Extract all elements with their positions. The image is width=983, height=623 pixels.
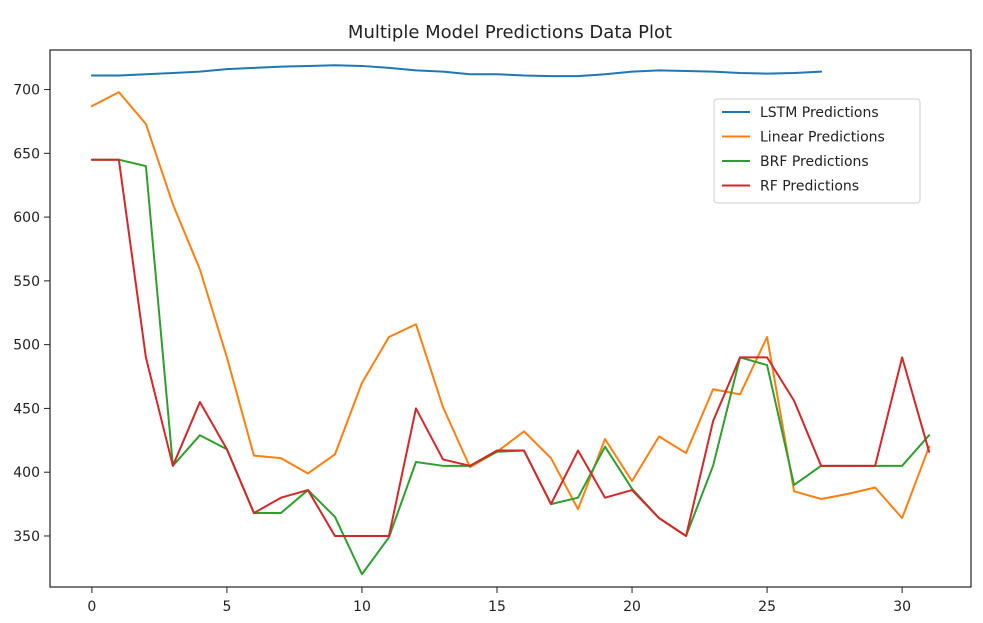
x-tick-label: 15 <box>488 599 506 615</box>
x-tick-label: 10 <box>353 599 371 615</box>
plot-frame <box>49 49 972 588</box>
y-tick-label: 600 <box>13 210 40 226</box>
chart-title: Multiple Model Predictions Data Plot <box>348 22 672 43</box>
legend-label: RF Predictions <box>760 179 859 195</box>
legend-label: Linear Predictions <box>760 130 885 146</box>
x-tick-label: 20 <box>623 599 641 615</box>
legend-label: LSTM Predictions <box>760 105 879 121</box>
y-tick-label: 450 <box>13 401 40 417</box>
x-tick-label: 25 <box>758 599 776 615</box>
y-tick-label: 400 <box>13 465 40 481</box>
x-tick-label: 30 <box>893 599 911 615</box>
x-tick-label: 0 <box>87 599 96 615</box>
y-tick-label: 500 <box>13 338 40 354</box>
y-tick-label: 550 <box>13 274 40 290</box>
series-line-brf-predictions <box>90 158 931 576</box>
legend-box <box>713 98 921 204</box>
series-layer <box>90 64 931 576</box>
series-line-lstm-predictions <box>90 64 823 78</box>
x-axis: 0 5 10 15 20 25 30 <box>87 587 911 615</box>
plot-area <box>49 49 972 588</box>
legend-label: BRF Predictions <box>760 154 869 170</box>
y-tick-label: 650 <box>13 146 40 162</box>
y-tick-label: 350 <box>13 529 40 545</box>
series-line-rf-predictions <box>90 158 931 537</box>
y-tick-label: 700 <box>13 83 40 99</box>
y-axis: 350 400 450 500 550 600 650 700 <box>13 83 50 545</box>
legend: LSTM Predictions Linear Predictions BRF Pr… <box>713 98 921 204</box>
x-tick-label: 5 <box>222 599 231 615</box>
